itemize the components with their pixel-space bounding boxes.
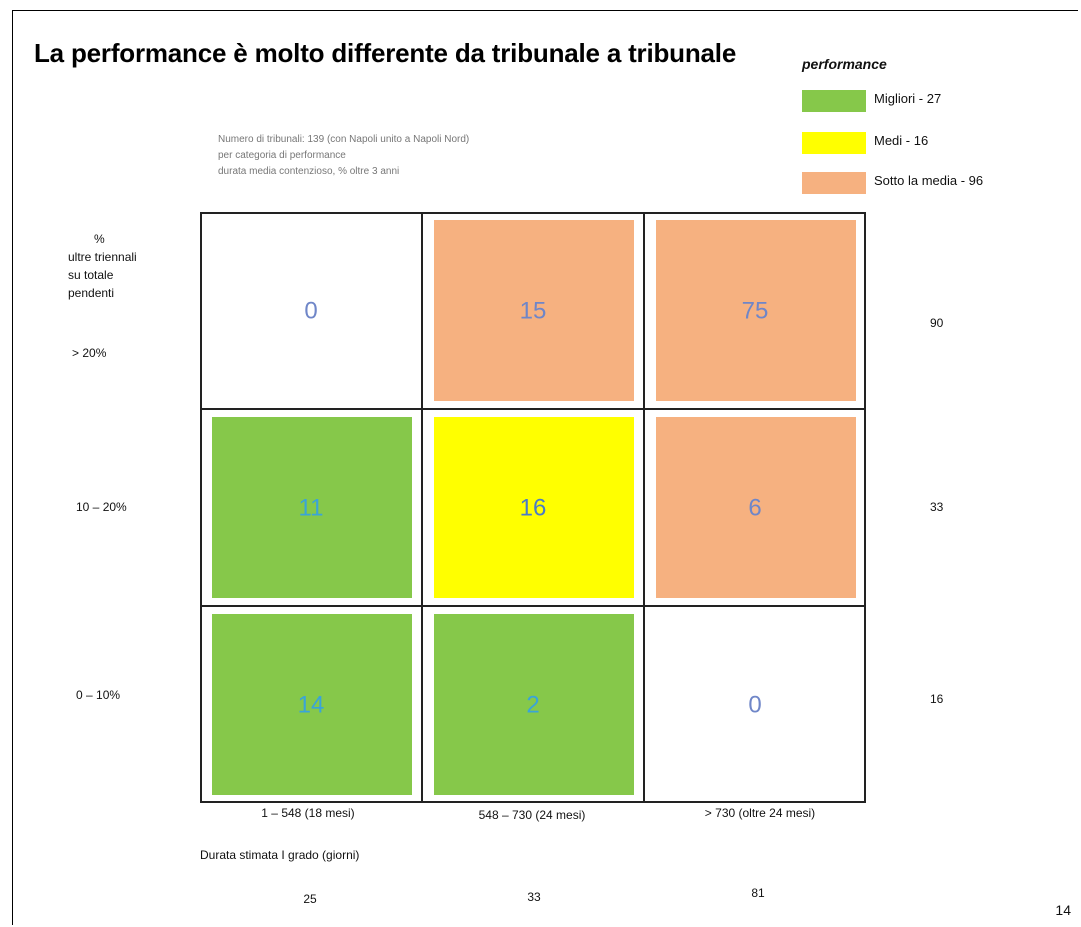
heatmap-cell bbox=[656, 417, 856, 598]
heatmap-cell-value: 6 bbox=[748, 495, 761, 522]
col-total-3: 81 bbox=[751, 886, 765, 900]
subtitle-line: Numero di tribunali: 139 (con Napoli uni… bbox=[218, 134, 470, 145]
slide-title: La performance è molto differente da tri… bbox=[34, 38, 737, 68]
heatmap-cell bbox=[434, 220, 634, 401]
y-axis-title-line: ultre triennali bbox=[68, 250, 137, 264]
row-total-mid: 33 bbox=[930, 500, 944, 514]
legend-swatch-medi bbox=[802, 132, 866, 154]
legend-label-migliori: Migliori - 27 bbox=[874, 91, 942, 106]
y-axis-title-line: su totale bbox=[68, 268, 114, 282]
row-total-low: 16 bbox=[930, 692, 944, 706]
legend-swatch-migliori bbox=[802, 90, 866, 112]
chart-subtitle: Numero di tribunali: 139 (con Napoli uni… bbox=[218, 132, 469, 180]
legend-label-medi: Medi - 16 bbox=[874, 133, 929, 148]
heatmap-cell bbox=[656, 220, 856, 401]
y-axis-title-pct: % bbox=[94, 232, 105, 246]
row-label-low: 0 – 10% bbox=[76, 688, 121, 702]
heatmap-cell-value: 15 bbox=[520, 298, 547, 325]
heatmap-cell bbox=[200, 212, 422, 409]
heatmap-cell bbox=[434, 417, 634, 598]
heatmap-cell-value: 16 bbox=[520, 495, 547, 522]
col-label-2: 548 – 730 (24 mesi) bbox=[478, 808, 586, 822]
heatmap-cell-value: 0 bbox=[748, 692, 761, 719]
legend-swatch-sotto bbox=[802, 172, 866, 194]
heatmap-cell-value: 14 bbox=[298, 692, 325, 719]
col-total-1: 25 bbox=[303, 892, 317, 906]
matrix-border bbox=[200, 212, 866, 803]
row-label-high: > 20% bbox=[72, 346, 107, 360]
slide-frame bbox=[12, 10, 1078, 925]
heatmap-cell bbox=[212, 417, 412, 598]
col-label-1: 1 – 548 (18 mesi) bbox=[261, 806, 355, 820]
heatmap-cell bbox=[212, 614, 412, 795]
subtitle-line: per categoria di performance bbox=[218, 150, 346, 161]
row-total-high: 90 bbox=[930, 316, 944, 330]
y-axis-title: % ultre triennali su totale pendenti bbox=[68, 230, 188, 302]
col-total-2: 33 bbox=[527, 890, 541, 904]
legend-label-sotto: Sotto la media - 96 bbox=[874, 173, 984, 188]
heatmap-cell-value: 0 bbox=[304, 298, 317, 325]
x-axis-title: Durata stimata I grado (giorni) bbox=[200, 848, 360, 862]
heatmap-cell-value: 75 bbox=[742, 298, 769, 325]
heatmap-cell-value: 11 bbox=[299, 495, 324, 522]
y-axis-title-line: pendenti bbox=[68, 286, 115, 300]
heatmap-cell bbox=[644, 606, 866, 803]
heatmap-cell bbox=[434, 614, 634, 795]
legend-title: performance bbox=[802, 56, 887, 72]
row-label-mid: 10 – 20% bbox=[76, 500, 127, 514]
col-label-3: > 730 (oltre 24 mesi) bbox=[704, 806, 816, 820]
heatmap-cell-value: 2 bbox=[526, 692, 539, 719]
subtitle-line: durata media contenzioso, % oltre 3 anni bbox=[218, 166, 400, 177]
performance-matrix: 0 15 75 11 16 6 14 2 0 bbox=[200, 212, 866, 803]
page-number: 14 bbox=[1055, 902, 1071, 918]
